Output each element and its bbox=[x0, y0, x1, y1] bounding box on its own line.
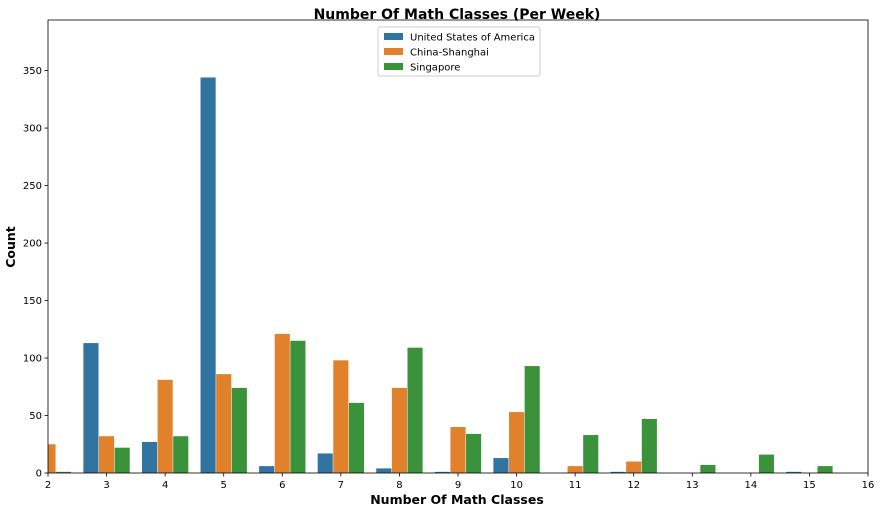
bar-china-shanghai-11 bbox=[567, 466, 583, 473]
bar-singapore-10 bbox=[524, 366, 540, 473]
bar-china-shanghai-2 bbox=[48, 444, 56, 473]
y-tick-label: 100 bbox=[23, 354, 42, 365]
bar-usa-5 bbox=[200, 77, 216, 474]
bar-usa-6 bbox=[259, 466, 275, 473]
x-tick-label: 5 bbox=[221, 480, 227, 491]
legend: United States of America China-Shanghai Si… bbox=[377, 26, 541, 77]
y-tick-label: 300 bbox=[23, 124, 42, 135]
x-axis-label: Number Of Math Classes bbox=[370, 492, 544, 507]
bar-singapore-7 bbox=[348, 402, 365, 473]
bar-singapore-9 bbox=[466, 433, 482, 473]
x-axis: 2 3 4 5 6 7 8 9 10 11 12 13 14 15 16 bbox=[45, 473, 875, 491]
legend-label: Singapore bbox=[410, 63, 460, 74]
bar-singapore-8 bbox=[407, 347, 423, 473]
bar-china-shanghai-10 bbox=[509, 412, 525, 473]
x-tick-label: 4 bbox=[162, 480, 168, 491]
y-tick-label: 350 bbox=[23, 66, 42, 77]
y-axis-label: Count bbox=[3, 226, 18, 268]
bar-china-shanghai-12 bbox=[626, 461, 642, 473]
y-axis: 0 50 100 150 200 250 300 350 bbox=[23, 66, 48, 480]
bar-china-shanghai-8 bbox=[391, 387, 407, 473]
bar-china-shanghai-3 bbox=[99, 436, 115, 473]
bar-singapore-11 bbox=[583, 435, 599, 473]
bar-singapore-3 bbox=[114, 447, 130, 473]
bar-singapore-2 bbox=[56, 471, 72, 473]
x-tick-label: 3 bbox=[103, 480, 109, 491]
chart-title: Number Of Math Classes (Per Week) bbox=[314, 7, 601, 23]
legend-label: China-Shanghai bbox=[410, 48, 489, 59]
x-tick-label: 15 bbox=[803, 480, 816, 491]
bar-singapore-14 bbox=[758, 454, 775, 473]
bar-china-shanghai-4 bbox=[157, 379, 173, 473]
bar-singapore-15 bbox=[817, 466, 833, 473]
legend-box bbox=[377, 26, 541, 77]
legend-swatch bbox=[384, 63, 403, 70]
y-tick-label: 200 bbox=[23, 239, 42, 250]
bars-group bbox=[48, 77, 833, 474]
bar-singapore-12 bbox=[641, 418, 657, 473]
bar-china-shanghai-6 bbox=[274, 333, 290, 473]
bar-usa-8 bbox=[376, 468, 392, 473]
bar-usa-9 bbox=[434, 471, 450, 473]
y-tick-label: 150 bbox=[23, 296, 42, 307]
bar-singapore-4 bbox=[173, 436, 189, 473]
bar-singapore-6 bbox=[290, 340, 306, 473]
x-tick-label: 7 bbox=[338, 480, 344, 491]
legend-label: United States of America bbox=[410, 33, 535, 44]
x-tick-label: 9 bbox=[455, 480, 461, 491]
y-tick-label: 50 bbox=[29, 411, 42, 422]
bar-usa-10 bbox=[493, 458, 509, 473]
bar-usa-3 bbox=[83, 343, 99, 473]
x-tick-label: 6 bbox=[279, 480, 285, 491]
bar-usa-12 bbox=[610, 471, 626, 473]
bar-singapore-13 bbox=[700, 464, 716, 473]
x-tick-label: 10 bbox=[510, 480, 523, 491]
legend-swatch bbox=[384, 48, 403, 55]
x-tick-label: 12 bbox=[627, 480, 640, 491]
y-tick-label: 0 bbox=[36, 469, 42, 480]
bar-usa-4 bbox=[141, 441, 158, 473]
x-tick-label: 11 bbox=[569, 480, 582, 491]
x-tick-label: 2 bbox=[45, 480, 51, 491]
x-tick-label: 8 bbox=[396, 480, 402, 491]
bar-china-shanghai-9 bbox=[450, 427, 466, 473]
bar-usa-7 bbox=[317, 453, 333, 473]
x-tick-label: 14 bbox=[744, 480, 757, 491]
bar-usa-15 bbox=[786, 471, 802, 473]
x-tick-label: 13 bbox=[686, 480, 699, 491]
y-tick-label: 250 bbox=[23, 181, 42, 192]
legend-swatch bbox=[384, 33, 403, 40]
bar-china-shanghai-5 bbox=[216, 374, 232, 473]
bar-china-shanghai-7 bbox=[333, 360, 349, 473]
bar-singapore-5 bbox=[231, 387, 247, 473]
x-tick-label: 16 bbox=[862, 480, 875, 491]
